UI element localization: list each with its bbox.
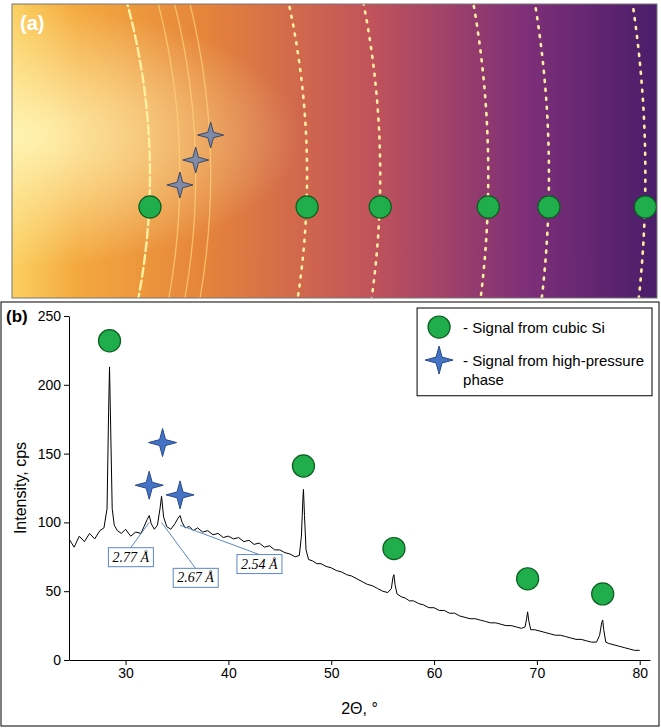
annotations: 2.77 Å 2.67 Å 2.54 Å [108, 522, 282, 587]
diffraction-ring [249, 4, 380, 298]
image-background [12, 4, 657, 298]
star-marker [183, 147, 209, 173]
circle-marker [98, 330, 120, 352]
legend: - Signal from cubic Si - Signal from high… [417, 308, 652, 396]
y-axis-title: Intensity, cps [12, 442, 29, 534]
image-frame [12, 4, 657, 298]
circle-marker [634, 196, 656, 218]
y-tick: 150 [38, 446, 69, 462]
x-axis-title: 2Θ, ° [341, 700, 378, 717]
diffraction-ring [187, 4, 307, 298]
y-tick-mark [64, 385, 69, 386]
x-tick-label: 50 [324, 665, 340, 681]
legend-label-line: phase [463, 371, 504, 388]
annotation-text: 2.54 Å [241, 557, 278, 572]
star-marker [198, 122, 224, 148]
x-axis: 30 40 50 60 70 80 [70, 660, 651, 681]
y-tick: 0 [53, 652, 69, 668]
panel-label: (a) [20, 12, 44, 34]
circle-marker [296, 196, 318, 218]
star-marker [167, 172, 193, 198]
x-tick: 60 [427, 660, 443, 681]
legend-entry: - Signal from cubic Si [428, 316, 605, 338]
y-tick-label: 0 [53, 652, 61, 668]
y-tick-mark [64, 522, 69, 523]
x-tick: 80 [632, 660, 648, 681]
rings [53, 4, 645, 298]
xrd-line [69, 367, 640, 650]
legend-label-line: - Signal from cubic Si [463, 319, 605, 336]
panel-frame [1, 302, 659, 726]
legend-label-line: - Signal from high-pressure [463, 352, 644, 369]
circle-marker [383, 537, 405, 559]
star-marker [166, 481, 194, 509]
y-tick-mark [64, 454, 69, 455]
x-tick-label: 80 [632, 665, 648, 681]
x-tick: 50 [324, 660, 340, 681]
circle-marker [592, 583, 614, 605]
image-markers [139, 122, 656, 218]
y-tick: 250 [38, 308, 69, 324]
panel-label: (b) [6, 307, 28, 326]
y-tick-label: 150 [38, 446, 62, 462]
diffraction-ring [341, 4, 488, 298]
x-tick-label: 70 [530, 665, 546, 681]
x-tick-label: 60 [427, 665, 443, 681]
circle-marker [292, 455, 314, 477]
y-tick: 50 [45, 583, 69, 599]
y-tick-label: 250 [38, 308, 62, 324]
figure: (a) 30 40 50 60 70 80 0 50 100 150 200 250 2Θ, ° Inten… [0, 0, 661, 728]
annotation-text: 2.67 Å [177, 570, 214, 585]
annotation: 2.54 Å [180, 525, 282, 573]
circle-marker [477, 196, 499, 218]
x-tick: 40 [221, 660, 237, 681]
diffraction-ring [105, 4, 211, 298]
annotation: 2.67 Å [162, 522, 219, 587]
diffraction-ring [475, 4, 645, 298]
diffraction-ring [393, 4, 549, 298]
y-tick-label: 50 [45, 583, 61, 599]
star-marker [149, 429, 177, 457]
legend-label: - Signal from high-pressure phase [463, 352, 644, 388]
y-tick-label: 200 [38, 377, 62, 393]
annotation: 2.77 Å [108, 522, 153, 566]
y-axis-line [69, 317, 70, 661]
circle-marker [538, 196, 560, 218]
x-axis-line [70, 660, 651, 661]
legend-marker [425, 346, 453, 374]
leader-line [131, 522, 150, 547]
y-tick-mark [64, 660, 69, 661]
legend-marker [428, 316, 450, 338]
leader-line [180, 525, 259, 554]
annotation-box [237, 555, 282, 574]
image-glow [12, 4, 657, 298]
y-tick-mark [64, 591, 69, 592]
x-tick-label: 30 [118, 665, 134, 681]
y-tick: 100 [38, 514, 69, 530]
annotation-text: 2.77 Å [112, 550, 149, 565]
diffraction-ring [92, 4, 196, 298]
legend-label: - Signal from cubic Si [463, 319, 605, 336]
circle-marker [517, 568, 539, 590]
diffraction-ring [78, 4, 179, 298]
annotation-box [108, 548, 153, 567]
y-axis: 0 50 100 150 200 250 [38, 308, 70, 668]
y-tick-label: 100 [38, 514, 62, 530]
star-marker [135, 471, 163, 499]
legend-entry: - Signal from high-pressure phase [425, 346, 644, 388]
annotation-box [173, 568, 218, 587]
x-tick: 30 [118, 660, 134, 681]
y-tick: 200 [38, 377, 69, 393]
diffraction-ring [53, 4, 150, 298]
x-tick-label: 40 [221, 665, 237, 681]
circle-marker [369, 196, 391, 218]
x-tick: 70 [530, 660, 546, 681]
legend-box [417, 308, 652, 396]
circle-marker [139, 196, 161, 218]
y-tick-mark [64, 316, 69, 317]
